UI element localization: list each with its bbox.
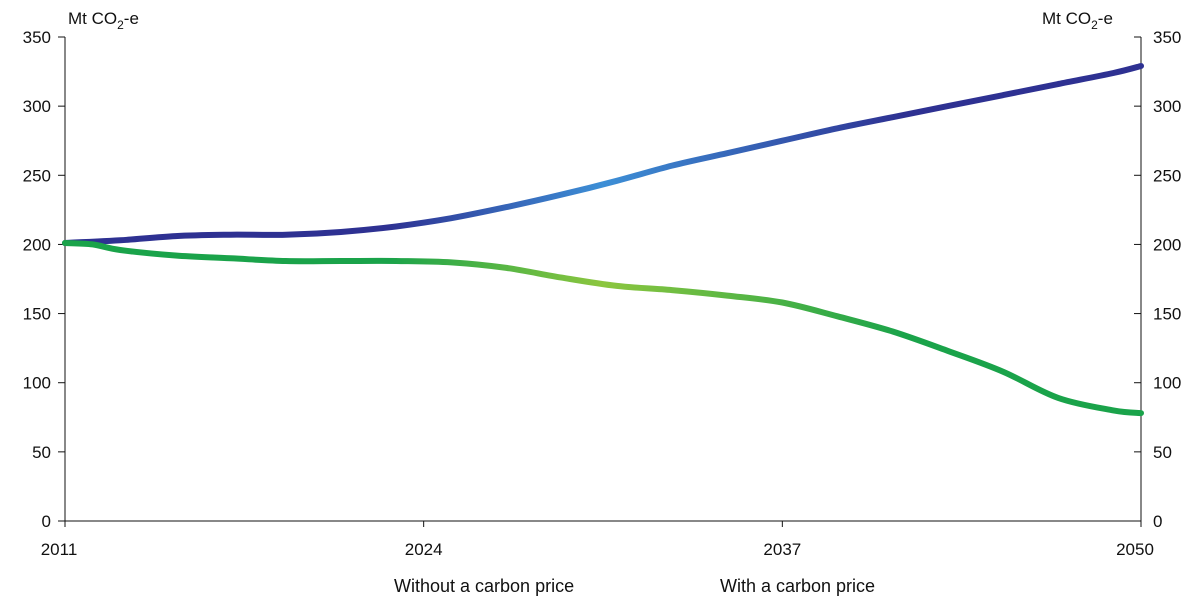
- x-tick-label: 2024: [405, 540, 443, 559]
- right-y-tick-label: 200: [1153, 235, 1181, 254]
- series-line-with-carbon-price: [62, 240, 1144, 417]
- left-y-tick-label: 300: [23, 97, 51, 116]
- right-y-tick-label: 350: [1153, 28, 1181, 47]
- left-y-tick-label: 0: [42, 512, 51, 531]
- legend-label-with-carbon-price: With a carbon price: [720, 576, 875, 596]
- x-tick-label: 2050: [1116, 540, 1154, 559]
- right-y-tick-label: 300: [1153, 97, 1181, 116]
- left-y-ticks: 0 50 100 150 200 250 300 350: [23, 28, 65, 531]
- left-y-tick-label: 150: [23, 305, 51, 324]
- legend: Without a carbon price With a carbon pri…: [326, 576, 875, 596]
- left-y-unit-label: Mt CO2-e: [68, 9, 139, 32]
- x-tick-label: 2011: [41, 540, 78, 559]
- right-y-tick-label: 150: [1153, 305, 1181, 324]
- right-y-ticks: 0 50 100 150 200 250 300 350: [1134, 28, 1181, 531]
- right-y-tick-label: 100: [1153, 374, 1181, 393]
- left-y-tick-label: 50: [32, 443, 51, 462]
- x-ticks: 2011 2024 2037 2050: [41, 521, 1154, 559]
- left-y-tick-label: 100: [23, 374, 51, 393]
- right-y-tick-label: 0: [1153, 512, 1162, 531]
- series-line-without-carbon-price: [62, 63, 1144, 246]
- left-y-tick-label: 250: [23, 166, 51, 185]
- right-y-unit-label: Mt CO2-e: [1042, 9, 1113, 32]
- x-tick-label: 2037: [763, 540, 801, 559]
- right-y-tick-label: 250: [1153, 166, 1181, 185]
- left-y-tick-label: 200: [23, 235, 51, 254]
- legend-label-without-carbon-price: Without a carbon price: [394, 576, 574, 596]
- left-y-tick-label: 350: [23, 28, 51, 47]
- right-y-tick-label: 50: [1153, 443, 1172, 462]
